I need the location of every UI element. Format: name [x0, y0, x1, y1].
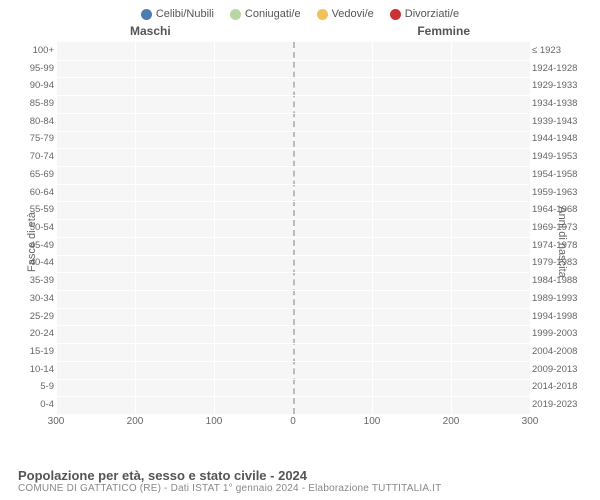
age-label: 10-14	[18, 365, 54, 375]
legend-swatch	[317, 9, 328, 20]
birth-year-label: 1959-1963	[532, 188, 586, 198]
legend-label: Coniugati/e	[245, 8, 301, 20]
age-label: 50-54	[18, 223, 54, 233]
pyramid-row	[56, 343, 530, 361]
birth-year-label: 1944-1948	[532, 134, 586, 144]
birth-year-label: 2014-2018	[532, 382, 586, 392]
birth-year-label: 1994-1998	[532, 312, 586, 322]
age-label: 0-4	[18, 400, 54, 410]
age-label: 60-64	[18, 188, 54, 198]
age-label: 70-74	[18, 152, 54, 162]
age-label: 35-39	[18, 276, 54, 286]
birth-year-axis: ≤ 1923 1924-1928 1929-1933 1934-1938 1939-19…	[532, 42, 586, 414]
legend-item: Coniugati/e	[230, 8, 301, 20]
x-tick: 0	[290, 416, 296, 427]
footer-title: Popolazione per età, sesso e stato civil…	[18, 468, 590, 483]
pyramid-row	[56, 184, 530, 202]
birth-year-label: 1969-1973	[532, 223, 586, 233]
pyramid-row	[56, 131, 530, 149]
legend-label: Vedovi/e	[332, 8, 374, 20]
age-label: 90-94	[18, 81, 54, 91]
age-label: 85-89	[18, 99, 54, 109]
x-tick: 200	[127, 416, 144, 427]
birth-year-label: 1984-1988	[532, 276, 586, 286]
pyramid-row	[56, 201, 530, 219]
pyramid-row	[56, 113, 530, 131]
pyramid-row	[56, 60, 530, 78]
birth-year-label: 1949-1953	[532, 152, 586, 162]
birth-year-label: 1989-1993	[532, 294, 586, 304]
birth-year-label: 2009-2013	[532, 365, 586, 375]
pyramid-row	[56, 361, 530, 379]
birth-year-label: ≤ 1923	[532, 46, 586, 56]
header-female: Femmine	[417, 24, 470, 38]
birth-year-label: 2004-2008	[532, 347, 586, 357]
pyramid-row	[56, 219, 530, 237]
age-label: 65-69	[18, 170, 54, 180]
age-label: 55-59	[18, 205, 54, 215]
legend-label: Divorziati/e	[405, 8, 459, 20]
legend-swatch	[230, 9, 241, 20]
pyramid-row	[56, 77, 530, 95]
age-label: 15-19	[18, 347, 54, 357]
pyramid-row	[56, 237, 530, 255]
legend-swatch	[141, 9, 152, 20]
x-tick: 300	[522, 416, 539, 427]
age-label: 5-9	[18, 382, 54, 392]
age-label: 100+	[18, 46, 54, 56]
x-tick: 100	[364, 416, 381, 427]
pyramid-row	[56, 325, 530, 343]
birth-year-label: 1999-2003	[532, 329, 586, 339]
birth-year-label: 1934-1938	[532, 99, 586, 109]
age-label: 95-99	[18, 64, 54, 74]
x-axis: 3002001000100200300	[56, 416, 530, 430]
legend-item: Celibi/Nubili	[141, 8, 214, 20]
pyramid-row	[56, 396, 530, 414]
pyramid-row	[56, 379, 530, 397]
chart: Fasce di età Anni di nascita 100+95-9990…	[0, 42, 600, 442]
birth-year-label: 1974-1978	[532, 241, 586, 251]
pyramid-row	[56, 272, 530, 290]
birth-year-label: 1964-1968	[532, 205, 586, 215]
pyramid-row	[56, 166, 530, 184]
age-label: 45-49	[18, 241, 54, 251]
footer: Popolazione per età, sesso e stato civil…	[18, 468, 590, 494]
legend: Celibi/Nubili Coniugati/e Vedovi/e Divorzia…	[0, 0, 600, 24]
plot-area	[56, 42, 530, 414]
birth-year-label: 1954-1958	[532, 170, 586, 180]
pyramid-row	[56, 290, 530, 308]
age-axis: 100+ 95-99 90-94 85-89 80-84 75-79 70-74 65-69 6…	[18, 42, 54, 414]
birth-year-label: 1924-1928	[532, 64, 586, 74]
birth-year-label: 1979-1983	[532, 258, 586, 268]
age-label: 80-84	[18, 117, 54, 127]
x-tick: 300	[48, 416, 65, 427]
birth-year-label: 1929-1933	[532, 81, 586, 91]
birth-year-label: 1939-1943	[532, 117, 586, 127]
footer-subtitle: COMUNE DI GATTATICO (RE) - Dati ISTAT 1°…	[18, 483, 590, 494]
legend-item: Vedovi/e	[317, 8, 374, 20]
legend-label: Celibi/Nubili	[156, 8, 214, 20]
age-label: 75-79	[18, 134, 54, 144]
pyramid-row	[56, 42, 530, 60]
gender-headers: Maschi Femmine	[0, 24, 600, 42]
pyramid-row	[56, 148, 530, 166]
pyramid-row	[56, 308, 530, 326]
pyramid-row	[56, 95, 530, 113]
age-label: 20-24	[18, 329, 54, 339]
pyramid-row	[56, 255, 530, 273]
age-label: 25-29	[18, 312, 54, 322]
x-tick: 100	[206, 416, 223, 427]
legend-swatch	[390, 9, 401, 20]
x-tick: 200	[443, 416, 460, 427]
header-male: Maschi	[130, 24, 171, 38]
age-label: 30-34	[18, 294, 54, 304]
legend-item: Divorziati/e	[390, 8, 459, 20]
age-label: 40-44	[18, 258, 54, 268]
birth-year-label: 2019-2023	[532, 400, 586, 410]
